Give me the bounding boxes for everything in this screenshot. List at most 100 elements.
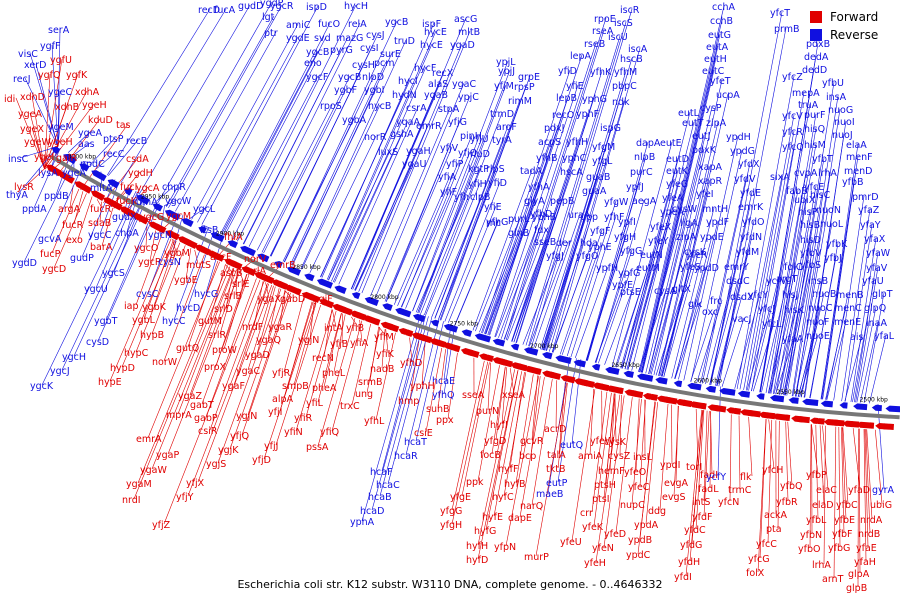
gene-label[interactable]: yfeR [686, 250, 708, 261]
gene-label[interactable]: cysZ [608, 451, 631, 462]
gene-label[interactable]: ygcP [138, 257, 161, 268]
gene-label[interactable]: srmB [358, 377, 382, 388]
gene-label[interactable]: ftsB [200, 225, 218, 236]
gene-label[interactable]: ypdE [700, 232, 724, 243]
gene-label[interactable]: rumA [132, 197, 158, 208]
gene-label[interactable]: bcp [519, 451, 536, 462]
gene-label[interactable]: lrhA [818, 168, 837, 179]
gene-label[interactable]: yfhH [566, 137, 588, 148]
gene-label[interactable]: ygaU [402, 159, 426, 170]
gene-label[interactable]: yfiD [488, 178, 507, 189]
gene-label[interactable]: ygcG [140, 212, 164, 223]
gene-label[interactable]: sseA [462, 390, 485, 401]
gene-label[interactable]: fucI [120, 182, 137, 193]
gene-label[interactable]: yfbU [822, 78, 844, 89]
gene-label[interactable]: insC [8, 154, 29, 165]
gene-label[interactable]: yfaL [874, 331, 895, 342]
gene-label[interactable]: aegA [632, 196, 657, 207]
gene-label[interactable]: ygdE [286, 33, 310, 44]
gene-label[interactable]: mprA [166, 410, 192, 421]
gene-label[interactable]: ygcM [166, 211, 191, 222]
gene-label[interactable]: truD [394, 36, 415, 47]
gene-label[interactable]: hemF [598, 466, 625, 477]
gene-label[interactable]: hyfC [492, 492, 514, 503]
gene-label[interactable]: ygbT [94, 316, 118, 327]
gene-label[interactable]: ddg [648, 506, 666, 517]
gene-label[interactable]: eutD [666, 154, 689, 165]
gene-label[interactable]: acrD [544, 424, 566, 435]
gene-label[interactable]: luxS [378, 147, 398, 158]
gene-label[interactable]: yfaH [854, 557, 876, 568]
gene-label[interactable]: cysH [352, 60, 375, 71]
gene-label[interactable]: purL [508, 214, 530, 225]
gene-label[interactable]: intS [692, 497, 710, 508]
gene-label[interactable]: nrdI [122, 495, 141, 506]
gene-label[interactable]: ycfY [706, 472, 726, 483]
gene-label[interactable]: csdA [126, 154, 149, 165]
gene-label[interactable]: ygcB [338, 72, 361, 83]
gene-label[interactable]: hypB [140, 330, 164, 341]
gene-label[interactable]: csrA [406, 103, 427, 114]
gene-label[interactable]: ygaP [156, 450, 179, 461]
gene-label[interactable]: hypC [124, 348, 149, 359]
gene-label[interactable]: hycG [194, 289, 218, 300]
gene-label[interactable]: hycE [420, 40, 443, 51]
gene-label[interactable]: yfeX [650, 222, 672, 233]
gene-label[interactable]: yfbQ [780, 481, 802, 492]
gene-label[interactable]: yfhD [400, 358, 422, 369]
gene-label[interactable]: flk [740, 472, 752, 483]
gene-label[interactable]: menE [834, 317, 861, 328]
gene-label[interactable]: rpoS [320, 101, 342, 112]
gene-label[interactable]: zipA [676, 232, 697, 243]
gene-label[interactable]: fucR [62, 220, 84, 231]
gene-label[interactable]: yfcC [756, 539, 777, 550]
gene-label[interactable]: ygfF [40, 41, 60, 52]
gene-label[interactable]: ypjJ [498, 66, 515, 77]
gene-label[interactable]: upp [580, 212, 598, 223]
gene-label[interactable]: ypjL [496, 57, 516, 68]
gene-label[interactable]: nuoG [828, 105, 853, 116]
gene-label[interactable]: pheL [322, 368, 346, 379]
gene-label[interactable]: yfjD [252, 455, 271, 466]
gene-label[interactable]: yphF [576, 109, 599, 120]
gene-label[interactable]: yfiK [376, 349, 395, 360]
gene-label[interactable]: gabD [280, 294, 305, 305]
gene-label[interactable]: cchA [712, 2, 735, 13]
gene-label[interactable]: ygeI [34, 152, 54, 163]
gene-label[interactable]: tktB [546, 464, 565, 475]
gene-label[interactable]: nuoL [820, 219, 844, 230]
gene-label[interactable]: glyA [524, 196, 545, 207]
gene-label[interactable]: yphG [582, 94, 607, 105]
gene-label[interactable]: pta [766, 524, 782, 535]
gene-label[interactable]: vacJ [732, 314, 751, 325]
gene-label[interactable]: fadI [700, 470, 718, 481]
gene-label[interactable]: ygeW [24, 137, 51, 148]
gene-label[interactable]: relA [348, 19, 367, 30]
gene-label[interactable]: thyA [6, 190, 28, 201]
gene-label[interactable]: eutJ [692, 131, 710, 142]
gene-label[interactable]: ppdB [44, 191, 69, 202]
gene-label[interactable]: ubiG [870, 500, 892, 511]
gene-label[interactable]: oxc [702, 307, 718, 318]
gene-label[interactable]: ygjN [298, 335, 319, 346]
gene-label[interactable]: menF [846, 152, 873, 163]
gene-label[interactable]: pmrD [852, 192, 879, 203]
gene-label[interactable]: ygaM [126, 479, 152, 490]
gene-label[interactable]: yfiF [440, 187, 457, 198]
gene-label[interactable]: yfaA [782, 334, 804, 345]
gene-label[interactable]: yfgE [450, 492, 471, 503]
gene-label[interactable]: ygcW [165, 196, 192, 207]
gene-label[interactable]: nlpB [634, 152, 655, 163]
gene-label[interactable]: ygeA [62, 168, 86, 179]
gene-label[interactable]: yfh [454, 192, 469, 203]
gene-label[interactable]: ligA [680, 218, 698, 229]
gene-label[interactable]: ygaR [268, 322, 292, 333]
gene-label[interactable]: hisK [784, 305, 805, 316]
gene-label[interactable]: yfbK [826, 239, 848, 250]
gene-label[interactable]: eutP [546, 478, 568, 489]
gene-label[interactable]: ypfJ [626, 182, 644, 193]
gene-label[interactable]: yfcR [782, 127, 803, 138]
gene-label[interactable]: recD [198, 5, 220, 16]
gene-label[interactable]: hyfI [490, 420, 508, 431]
gene-label[interactable]: yfhG [486, 217, 508, 228]
